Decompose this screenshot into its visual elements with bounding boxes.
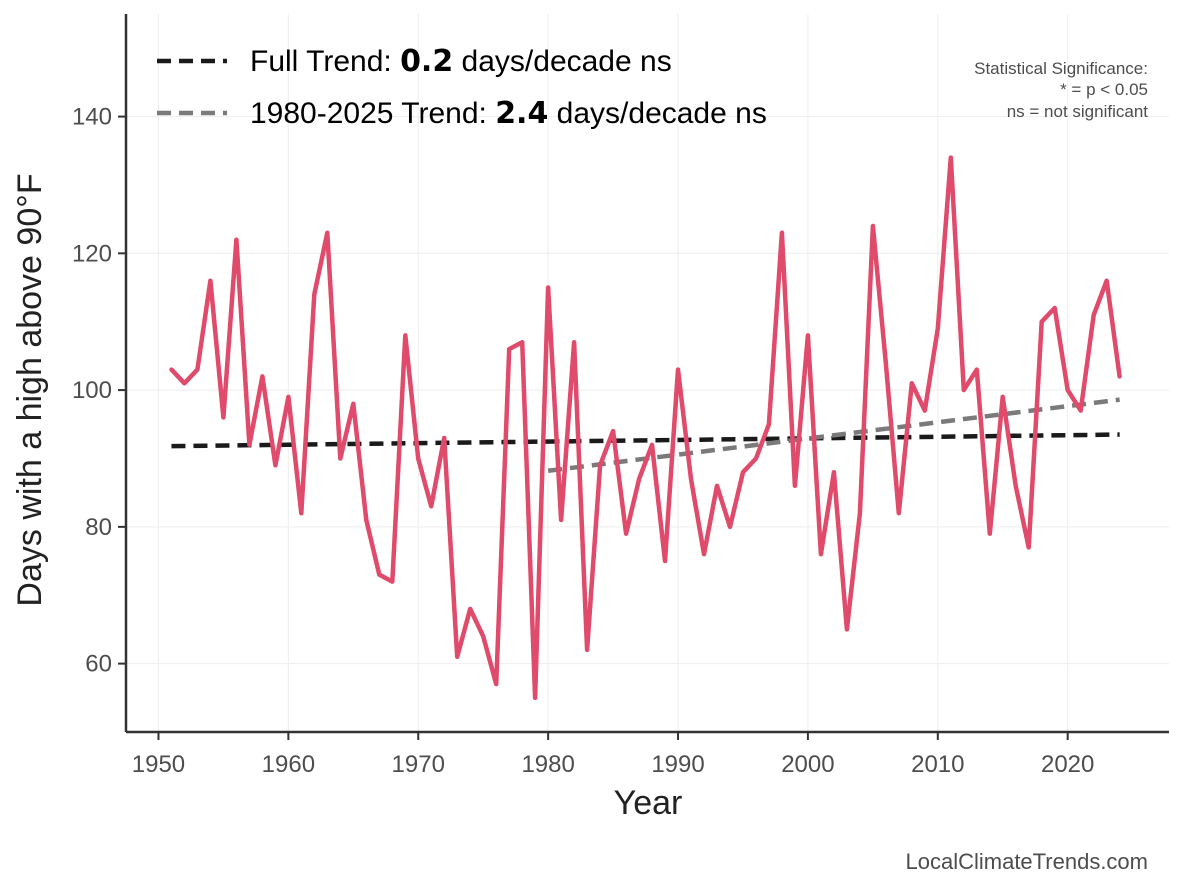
y-tick-label-60: 60 [85, 651, 112, 678]
y-tick-label-140: 140 [72, 104, 112, 131]
legend-1980-trend-prefix: 1980-2025 Trend: [250, 97, 495, 130]
trend-line-full [171, 432, 1120, 449]
x-tick-label-1950: 1950 [132, 751, 185, 778]
significance-note-line-2: ns = not significant [1007, 102, 1149, 121]
legend-1980-trend-suffix: days/decade ns [548, 97, 766, 130]
y-tick-label-120: 120 [72, 240, 112, 267]
legend-full-trend-value: 0.2 [400, 44, 453, 79]
y-tick-label-100: 100 [72, 377, 112, 404]
x-tick-label-1970: 1970 [392, 751, 445, 778]
axes [124, 14, 1169, 734]
data-series [169, 155, 1122, 701]
source-credit: LocalClimateTrends.com [906, 849, 1149, 874]
legend-1980-trend-value: 2.4 [495, 96, 548, 131]
grid-lines [126, 14, 1169, 732]
y-axis-ticks: 60 80 100 120 140 [72, 104, 126, 678]
trend-lines [171, 397, 1120, 474]
trend-line-1980-2025 [547, 397, 1120, 474]
series-line-0 [169, 155, 1122, 701]
significance-note: Statistical Significance: * = p < 0.05 n… [974, 59, 1148, 121]
legend-label-1980-trend: 1980-2025 Trend: 2.4 days/decade ns [250, 96, 767, 131]
x-tick-label-1980: 1980 [521, 751, 574, 778]
y-tick-label-80: 80 [85, 514, 112, 541]
legend-full-trend-suffix: days/decade ns [453, 45, 671, 78]
legend-full-trend-prefix: Full Trend: [250, 45, 400, 78]
legend-label-full-trend: Full Trend: 0.2 days/decade ns [250, 44, 672, 79]
x-tick-label-2010: 2010 [911, 751, 964, 778]
x-tick-label-1960: 1960 [262, 751, 315, 778]
y-axis-title: Days with a high above 90°F [11, 173, 49, 606]
x-axis-title: Year [614, 784, 683, 822]
x-tick-label-2020: 2020 [1041, 751, 1094, 778]
x-tick-label-2000: 2000 [781, 751, 834, 778]
x-tick-label-1990: 1990 [651, 751, 704, 778]
significance-note-title: Statistical Significance: [974, 59, 1148, 78]
significance-note-line-1: * = p < 0.05 [1060, 80, 1148, 99]
x-axis-ticks: 1950 1960 1970 1980 1990 2000 2010 2020 [132, 732, 1094, 778]
legend: Full Trend: 0.2 days/decade ns 1980-2025… [157, 44, 767, 131]
